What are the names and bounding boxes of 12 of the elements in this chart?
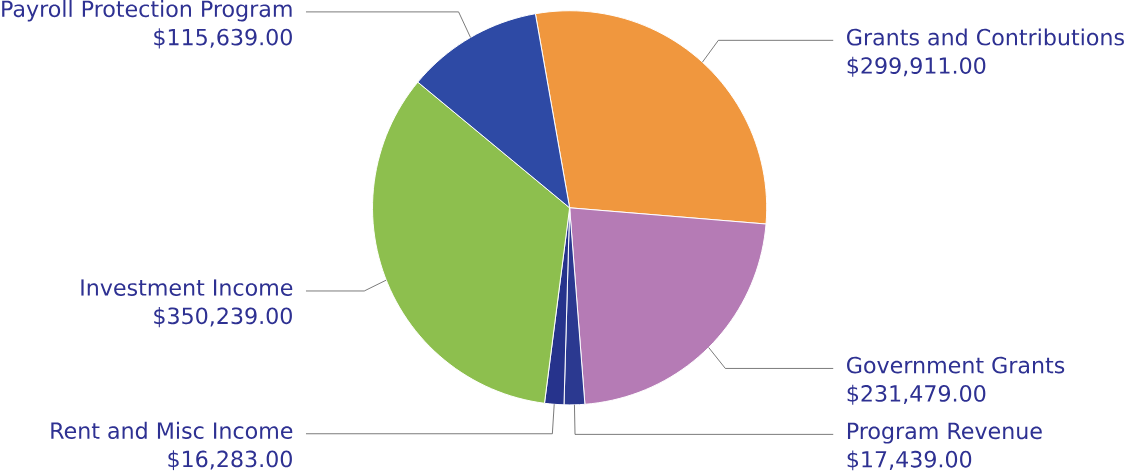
data-label: $16,283.00 xyxy=(168,450,292,471)
data-label: $231,479.00 xyxy=(847,384,986,405)
slice-label: Rent and Misc Income xyxy=(51,422,293,440)
slice-label: Government Grants xyxy=(847,356,1065,374)
data-label: $350,239.00 xyxy=(154,307,292,328)
data-label: $17,439.00 xyxy=(847,450,972,471)
data-label: $299,911.00 xyxy=(847,56,986,78)
slice-label: Payroll Protection Program xyxy=(2,0,292,22)
slice-label: Investment Income xyxy=(81,279,293,297)
data-label: $115,639.00 xyxy=(154,28,292,49)
slice-label: Program Revenue xyxy=(847,423,1042,444)
slice-label: Grants and Contributions xyxy=(847,28,1124,46)
